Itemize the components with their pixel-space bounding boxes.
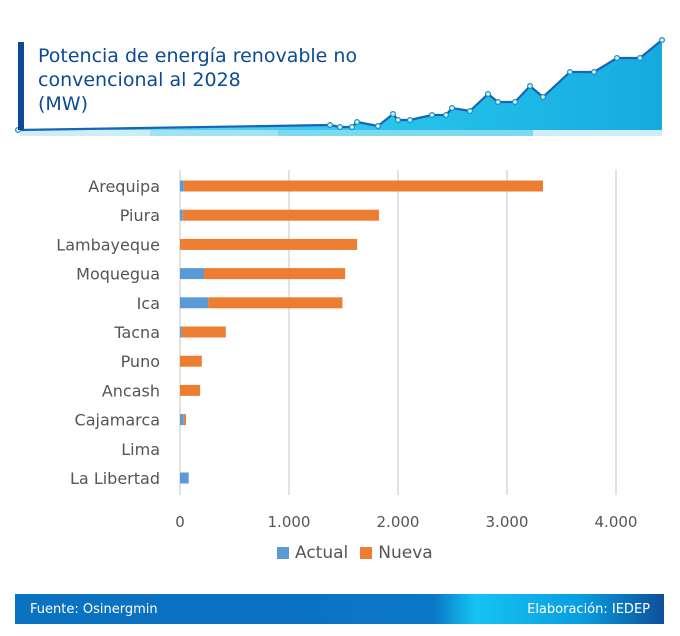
header-line-dot bbox=[449, 104, 456, 111]
header-decoration bbox=[15, 36, 665, 136]
bar-actual bbox=[180, 297, 209, 309]
bar-actual bbox=[180, 268, 204, 280]
page-title: Potencia de energía renovable no convenc… bbox=[38, 44, 378, 116]
header-line-dot bbox=[485, 90, 492, 97]
bar-actual bbox=[180, 209, 183, 221]
header-line-dot bbox=[327, 121, 334, 128]
header-line-dot bbox=[539, 93, 546, 100]
header-line-dot bbox=[429, 111, 436, 118]
y-category-label: Piura bbox=[120, 206, 160, 225]
legend: Actual Nueva bbox=[277, 543, 445, 563]
header-line-dot bbox=[375, 122, 382, 129]
header-line-dot bbox=[390, 110, 397, 117]
y-category-label: Ica bbox=[137, 294, 160, 313]
header-line-dot bbox=[354, 118, 361, 125]
bar-nueva bbox=[180, 238, 358, 250]
title-accent-bar bbox=[18, 42, 24, 130]
source-text: Fuente: Osinergmin bbox=[30, 602, 158, 617]
legend-item-actual: Actual bbox=[277, 543, 348, 563]
x-tick-label: 3.000 bbox=[486, 513, 529, 530]
legend-item-nueva: Nueva bbox=[360, 543, 433, 563]
legend-label-nueva: Nueva bbox=[378, 543, 433, 563]
bar-nueva bbox=[203, 268, 346, 280]
y-category-label: Tacna bbox=[113, 323, 160, 342]
x-tick-label: 0 bbox=[175, 513, 185, 530]
bar-nueva bbox=[180, 384, 201, 396]
y-category-label: Ancash bbox=[102, 381, 160, 400]
header-banner: Potencia de energía renovable no convenc… bbox=[0, 0, 680, 140]
y-category-label: Lambayeque bbox=[56, 235, 160, 254]
y-category-label: La Libertad bbox=[70, 469, 160, 488]
y-category-label: Cajamarca bbox=[75, 411, 160, 430]
header-line-dot bbox=[337, 123, 344, 130]
header-line-dot bbox=[443, 111, 450, 118]
header-line-dot bbox=[407, 116, 414, 123]
header-line-dot bbox=[613, 54, 620, 61]
footer-banner: Fuente: Osinergmin Elaboración: IEDEP bbox=[15, 594, 664, 624]
bar-nueva bbox=[182, 209, 379, 221]
bar-chart: 0 1.000 2.000 3.000 4.000 Arequipa Piura Lambay… bbox=[56, 170, 638, 530]
header-line-dot bbox=[658, 36, 665, 43]
legend-swatch-actual bbox=[277, 547, 289, 559]
header-line-dot bbox=[495, 98, 502, 105]
bar-actual bbox=[180, 472, 189, 484]
x-tick-label: 1.000 bbox=[268, 513, 311, 530]
bar-nueva bbox=[180, 355, 202, 367]
bar-nueva bbox=[208, 297, 343, 309]
footer-background bbox=[15, 594, 664, 624]
bar-nueva bbox=[183, 180, 543, 192]
bar-actual bbox=[180, 180, 184, 192]
bar-actual bbox=[180, 326, 182, 338]
bar-nueva bbox=[183, 414, 186, 426]
header-line-dot bbox=[566, 68, 573, 75]
title-line-2: convencional al 2028 bbox=[38, 69, 241, 91]
header-line-dot bbox=[590, 68, 597, 75]
title-line-1: Potencia de energía renovable no bbox=[38, 45, 358, 67]
header-line-dot bbox=[511, 98, 518, 105]
bar-actual bbox=[180, 414, 184, 426]
y-category-label: Puno bbox=[121, 352, 160, 371]
header-line-dot bbox=[349, 123, 356, 130]
legend-swatch-nueva bbox=[360, 547, 373, 559]
legend-label-actual: Actual bbox=[295, 543, 349, 563]
y-category-label: Arequipa bbox=[88, 177, 160, 196]
header-line-dot bbox=[395, 116, 402, 123]
x-tick-label: 4.000 bbox=[595, 513, 638, 530]
x-tick-label: 2.000 bbox=[377, 513, 420, 530]
y-category-label: Moquegua bbox=[76, 265, 160, 284]
bar-nueva bbox=[181, 326, 226, 338]
y-category-label: Lima bbox=[121, 440, 160, 459]
header-line-dot bbox=[526, 82, 533, 89]
header-line-dot bbox=[467, 107, 474, 114]
header-line-dot bbox=[636, 54, 643, 61]
title-line-3: (MW) bbox=[38, 93, 89, 115]
credit-text: Elaboración: IEDEP bbox=[527, 602, 650, 617]
